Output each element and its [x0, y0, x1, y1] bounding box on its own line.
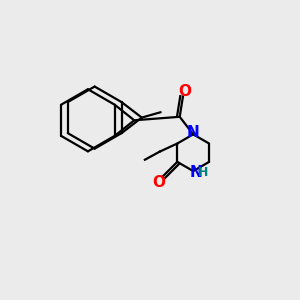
Text: N: N [187, 125, 200, 140]
Text: O: O [178, 84, 192, 99]
Text: N: N [190, 165, 202, 180]
Text: O: O [153, 175, 166, 190]
Text: H: H [198, 166, 208, 179]
